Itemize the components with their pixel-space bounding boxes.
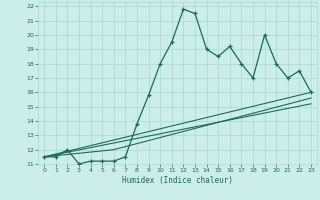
X-axis label: Humidex (Indice chaleur): Humidex (Indice chaleur): [122, 176, 233, 185]
